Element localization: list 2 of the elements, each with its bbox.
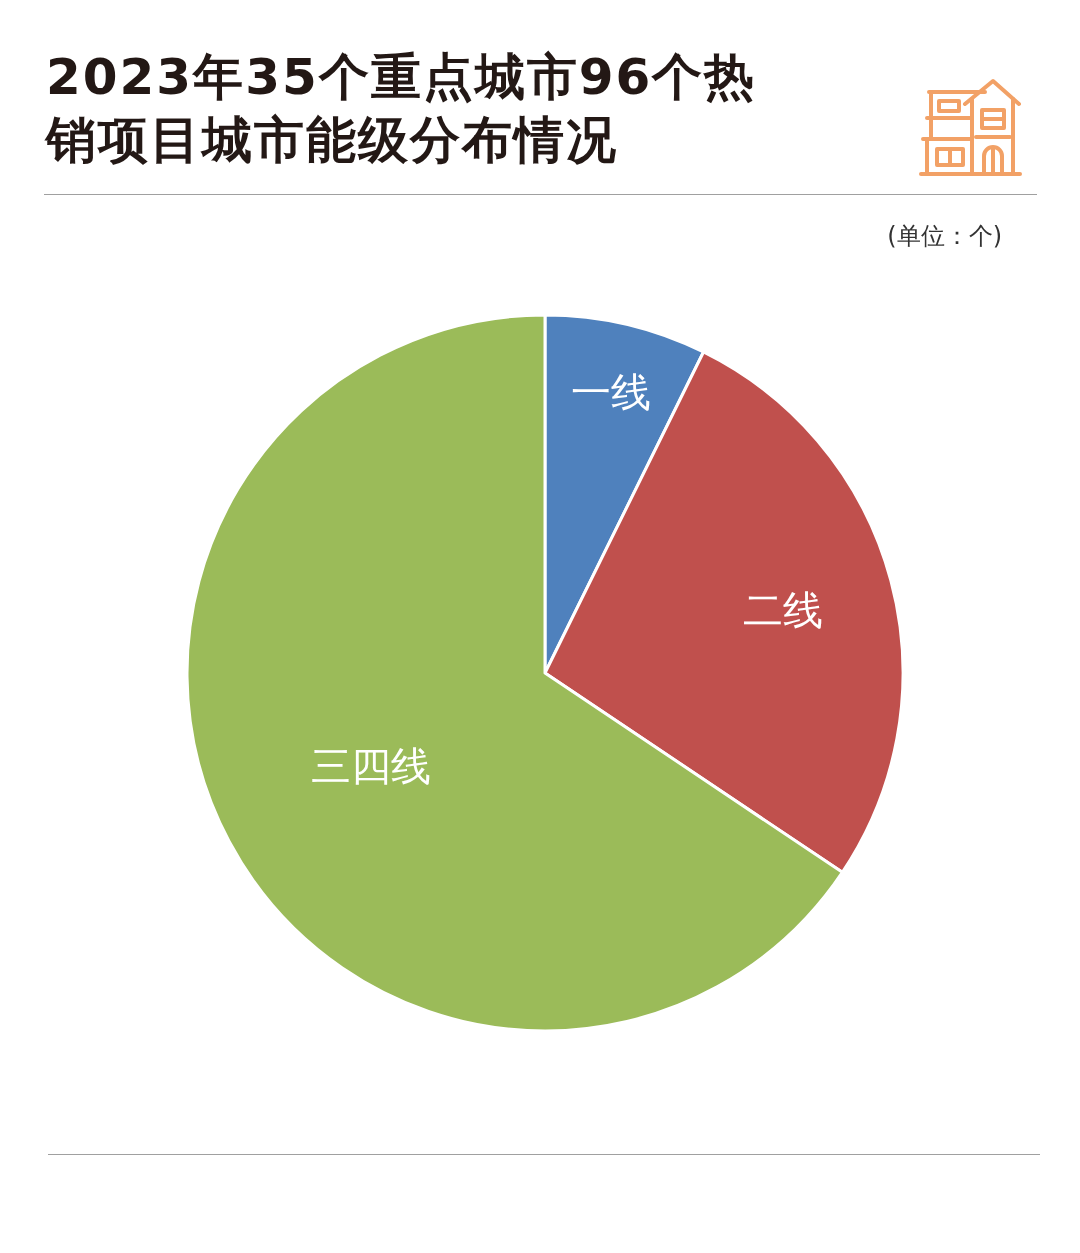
text: (单位：个) [887, 221, 1002, 252]
chart-title: 2023年35个重点城市96个热销项目城市能级分布情况 [46, 47, 758, 171]
